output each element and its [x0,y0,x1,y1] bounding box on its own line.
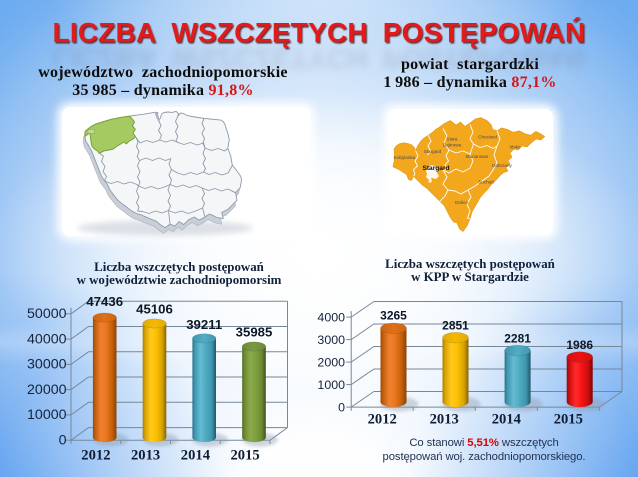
svg-text:45106: 45106 [136,302,173,317]
svg-text:0: 0 [59,433,67,449]
svg-text:Marianowo: Marianowo [466,154,489,159]
svg-text:4000: 4000 [317,310,345,324]
svg-text:Stara: Stara [447,137,458,142]
svg-text:50000: 50000 [27,306,67,322]
svg-text:Chociwel: Chociwel [478,135,497,140]
svg-text:10000: 10000 [27,407,67,423]
svg-text:Stargard: Stargard [424,149,442,154]
svg-text:39211: 39211 [186,317,222,332]
svg-text:47436: 47436 [86,294,123,309]
svg-text:Kobylanka: Kobylanka [394,155,416,160]
svg-text:1986: 1986 [566,338,593,352]
svg-text:20000: 20000 [27,382,67,398]
svg-text:2014: 2014 [492,412,522,428]
svg-text:30000: 30000 [27,357,67,373]
svg-text:2015: 2015 [554,412,583,428]
svg-text:2015: 2015 [231,448,260,464]
svg-text:Suchań: Suchań [478,180,494,185]
svg-text:3265: 3265 [380,309,407,323]
svg-text:2000: 2000 [317,355,345,369]
svg-text:40000: 40000 [27,331,67,347]
svg-text:35985: 35985 [236,325,273,340]
svg-text:2014: 2014 [181,448,211,464]
svg-text:3000: 3000 [317,333,345,347]
svg-text:Dobrzany: Dobrzany [492,163,512,168]
svg-text:Ińsko: Ińsko [510,145,521,150]
svg-text:2281: 2281 [504,332,531,346]
svg-text:2013: 2013 [131,448,160,464]
svg-text:2012: 2012 [368,412,397,428]
svg-text:0: 0 [338,400,345,414]
svg-text:2851: 2851 [442,319,469,333]
svg-text:2013: 2013 [430,412,459,428]
svg-text:Dolice: Dolice [455,200,468,205]
svg-text:1000: 1000 [317,378,345,392]
svg-text:Dąbrowa: Dąbrowa [443,143,462,148]
svg-text:2012: 2012 [81,448,110,464]
svg-text:Stargard: Stargard [422,165,449,172]
